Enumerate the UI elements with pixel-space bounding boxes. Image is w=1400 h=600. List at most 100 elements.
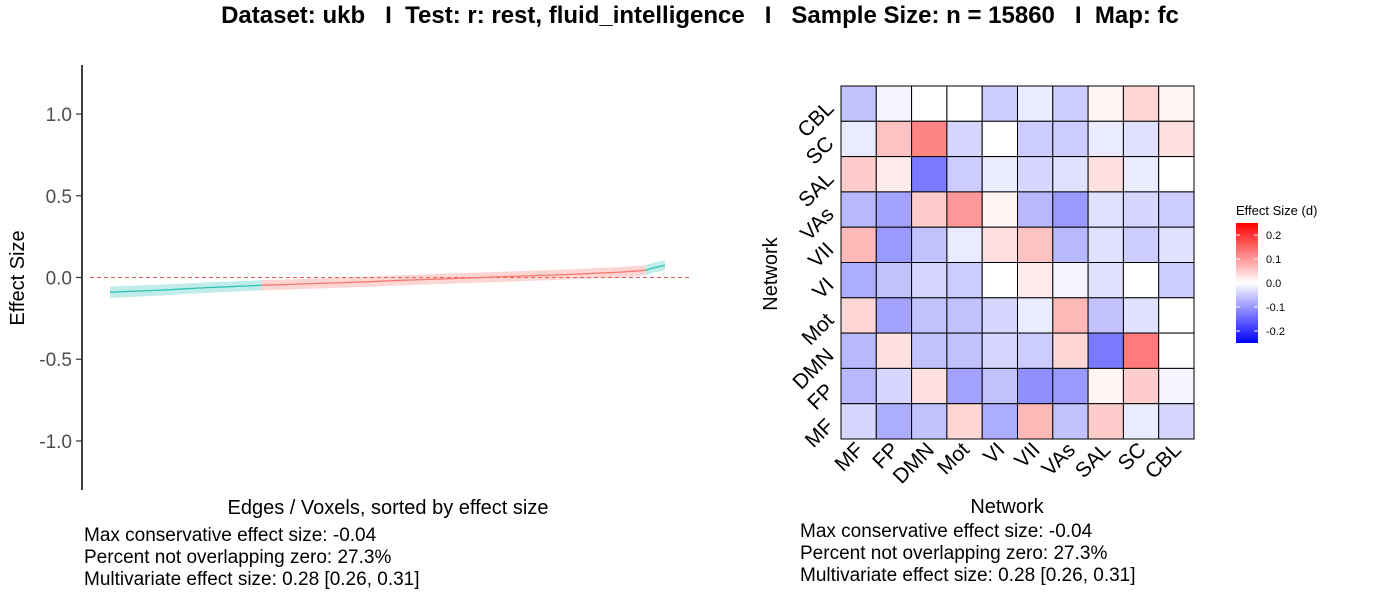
heatmap-cell: [840, 156, 877, 193]
heatmap-y-tick-label: DMN: [788, 344, 838, 394]
heatmap-cell: [840, 85, 877, 122]
heatmap-cell: [1122, 191, 1160, 228]
heatmap-cell: [1158, 403, 1195, 440]
heatmap-cell: [875, 332, 913, 369]
effect-size-line: [261, 269, 646, 286]
heatmap-cell: [875, 262, 913, 299]
heatmap-cell: [911, 226, 948, 263]
stat-max-conservative: Max conservative effect size: -0.04: [800, 521, 1093, 542]
heatmap-x-tick-label: Mot: [933, 438, 974, 479]
heatmap-cell: [840, 226, 877, 263]
heatmap-cell: [1122, 332, 1160, 369]
heatmap-cell: [1017, 297, 1054, 334]
legend-tick-label: 0.2: [1266, 230, 1281, 242]
heatmap-cell: [911, 332, 948, 369]
heatmap-cell: [1122, 156, 1160, 193]
heatmap-cell: [946, 262, 983, 299]
heatmap-y-tick-label: VAs: [796, 203, 838, 245]
heatmap-cell: [981, 191, 1019, 228]
stat-multivariate: Multivariate effect size: 0.28 [0.26, 0.…: [800, 565, 1136, 586]
heatmap-cell: [946, 226, 983, 263]
effect-size-line: [109, 284, 262, 293]
heatmap-cell: [875, 120, 913, 158]
heatmap-cell: [1052, 403, 1089, 440]
heatmap-cell: [875, 156, 913, 193]
heatmap-cell: [1158, 120, 1195, 158]
heatmap-cell: [1158, 297, 1195, 334]
heatmap-cell: [1122, 120, 1160, 158]
heatmap-cell: [1158, 367, 1195, 405]
heatmap-cell: [1087, 120, 1124, 158]
heatmap-cell: [1122, 226, 1160, 263]
heatmap-cell: [981, 120, 1019, 158]
heatmap-cell: [1052, 332, 1089, 369]
heatmap-cell: [911, 120, 948, 158]
heatmap-cell: [1087, 367, 1124, 405]
heatmap-cell: [1017, 191, 1054, 228]
heatmap-cell: [911, 367, 948, 405]
heatmap-cell: [1052, 85, 1089, 122]
heatmap-y-tick-label: SAL: [794, 168, 838, 212]
heatmap-cell: [1158, 226, 1195, 263]
heatmap-cell: [1087, 156, 1124, 193]
heatmap-cell: [1017, 262, 1054, 299]
y-tick-label: 0.0: [46, 269, 72, 290]
heatmap-cell: [911, 403, 948, 440]
heatmap-cell: [1122, 85, 1160, 122]
heatmap-cell: [1052, 262, 1089, 299]
heatmap-y-axis-title: Network: [760, 236, 782, 310]
confidence-ribbon: [261, 265, 646, 291]
heatmap-x-tick-label: MF: [830, 438, 868, 476]
heatmap-color-legend: Effect Size (d) 0.2 0.1 0.0 -0.1 -0.2: [1236, 203, 1317, 343]
heatmap-cell: [840, 403, 877, 440]
heatmap-cell: [1087, 297, 1124, 334]
y-tick-label: -0.5: [39, 350, 72, 371]
heatmap-cell: [1122, 297, 1160, 334]
stat-multivariate: Multivariate effect size: 0.28 [0.26, 0.…: [84, 569, 420, 590]
heatmap-cell: [1017, 120, 1054, 158]
heatmap-cell: [981, 403, 1019, 440]
heatmap-cell: [1087, 85, 1124, 122]
heatmap-cell: [911, 85, 948, 122]
heatmap-cell: [946, 85, 983, 122]
heatmap-cell: [1122, 403, 1160, 440]
heatmap-cell: [1017, 156, 1054, 193]
y-axis-title: Effect Size: [7, 230, 29, 325]
heatmap-cell: [840, 191, 877, 228]
stats-left: Max conservative effect size: -0.04 Perc…: [84, 525, 420, 591]
heatmap-cell: [1052, 297, 1089, 334]
heatmap-cell: [1158, 85, 1195, 122]
heatmap-cell: [875, 367, 913, 405]
heatmap-x-tick-label: SAL: [1071, 438, 1115, 482]
heatmap-cell: [875, 403, 913, 440]
heatmap-cell: [840, 367, 877, 405]
heatmap-cell: [1052, 120, 1089, 158]
heatmap-cell: [1087, 191, 1124, 228]
heatmap-cell: [946, 332, 983, 369]
page-title: Dataset: ukb I Test: r: rest, fluid_inte…: [221, 2, 1179, 29]
legend-tick-label: -0.2: [1266, 326, 1285, 338]
heatmap-cell: [840, 120, 877, 158]
heatmap-cell: [1158, 156, 1195, 193]
stat-percent-not-overlapping: Percent not overlapping zero: 27.3%: [800, 543, 1108, 564]
heatmap-cell: [1158, 262, 1195, 299]
heatmap-cell: [1017, 332, 1054, 369]
heatmap-cell: [1052, 226, 1089, 263]
heatmap-cell: [875, 191, 913, 228]
heatmap-cell: [946, 191, 983, 228]
legend-color-bar: [1236, 223, 1258, 343]
heatmap-cell: [1122, 367, 1160, 405]
heatmap-x-tick-label: CBL: [1141, 438, 1186, 483]
stats-right: Max conservative effect size: -0.04 Perc…: [800, 521, 1136, 587]
effect-size-line-chart: 1.0 0.5 0.0 -0.5 -1.0 Edges / Voxels, sorted …: [7, 65, 692, 519]
heatmap-y-tick-label: CBL: [793, 97, 838, 142]
x-axis-title: Edges / Voxels, sorted by effect size: [228, 497, 549, 519]
legend-tick-label: 0.1: [1266, 254, 1281, 266]
heatmap-cell: [875, 297, 913, 334]
heatmap-cell: [1087, 332, 1124, 369]
heatmap-y-tick-label: MF: [801, 415, 839, 453]
heatmap-cell: [981, 367, 1019, 405]
heatmap-cell: [1087, 403, 1124, 440]
heatmap-x-tick-label: VAs: [1038, 438, 1080, 480]
